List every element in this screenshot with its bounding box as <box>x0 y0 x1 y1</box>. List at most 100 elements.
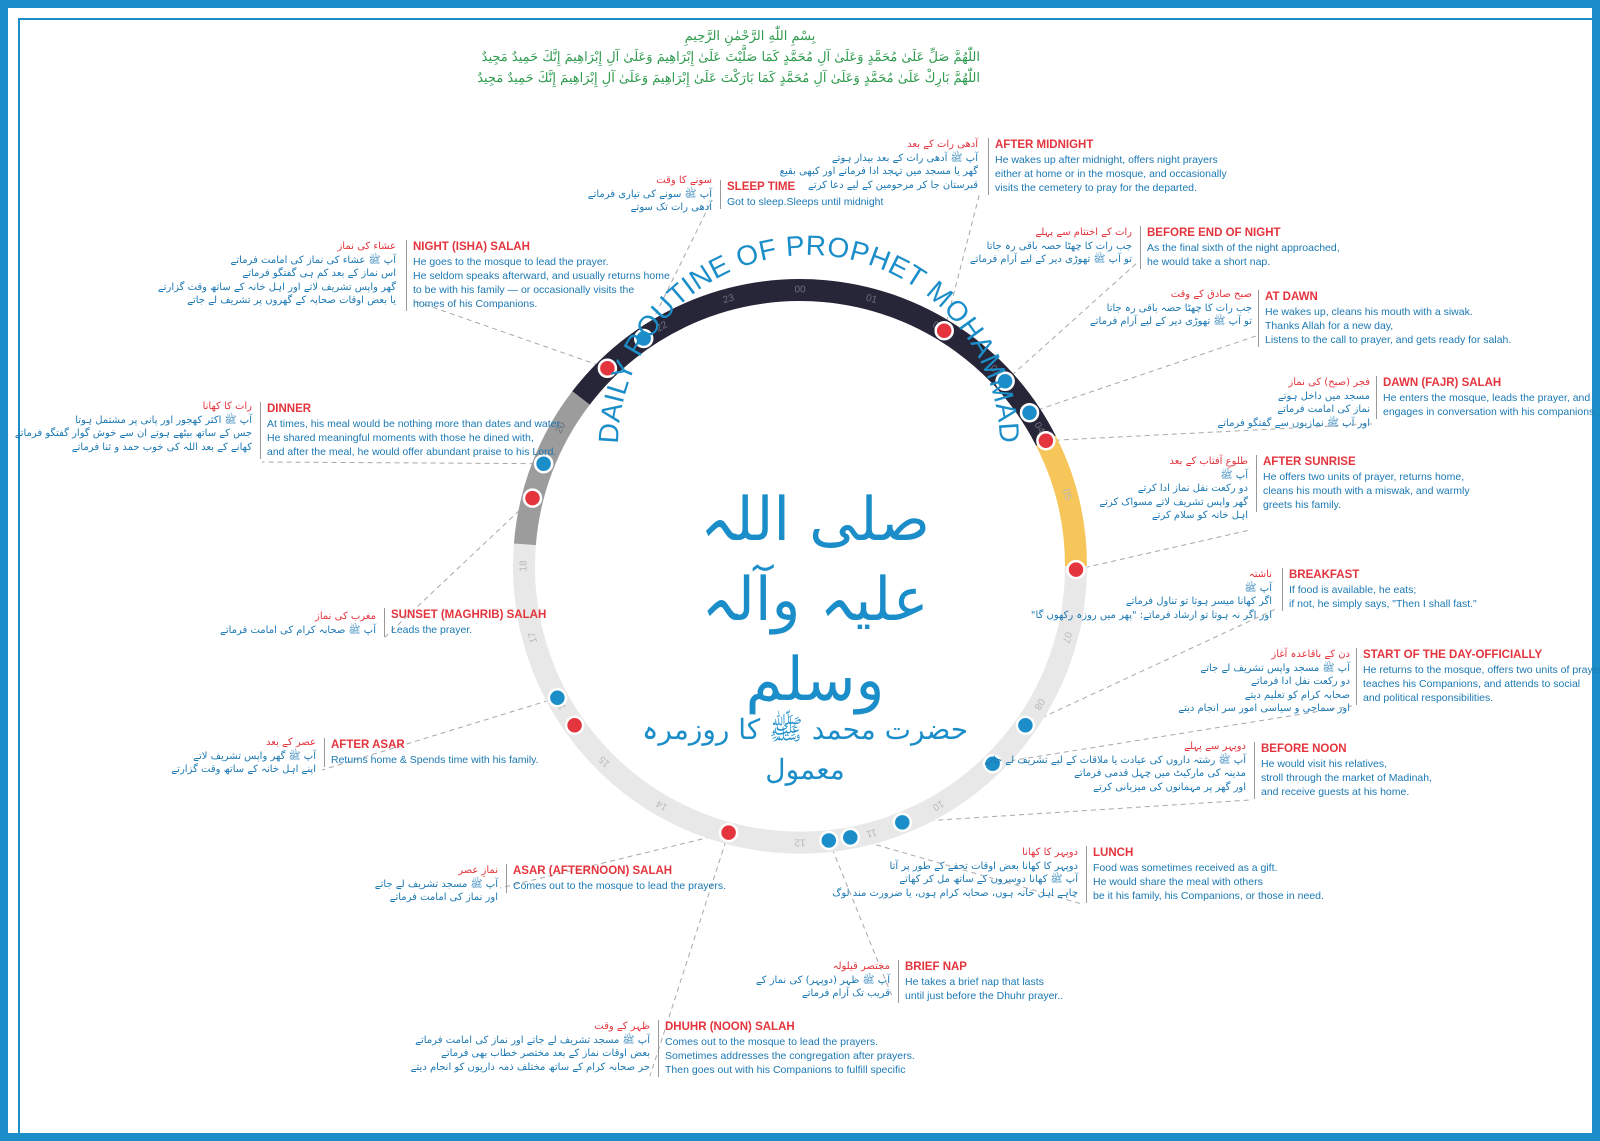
leader-line <box>411 299 608 369</box>
event-urdu-line: آپ ﷺ صحابہ کرام کی امامت فرماتے <box>219 624 376 636</box>
event-before-end-of-night: BEFORE END OF NIGHT As the final sixth of… <box>1140 226 1340 269</box>
event-description: He wakes up after midnight, offers night… <box>995 153 1227 195</box>
event-urdu-line: جس کے ساتھ بیٹھے ہوتے ان سے خوش گوار گفت… <box>14 428 252 439</box>
event-description-line: he would take a short nap. <box>1147 256 1271 268</box>
event-description-line: and political responsibilities. <box>1363 692 1494 704</box>
event-urdu-title: مغرب کی نماز <box>314 611 376 622</box>
event-description-line: teaches his Companions, and attends to s… <box>1363 678 1581 690</box>
event-dawn-fajr: DAWN (FAJR) SALAH He enters the mosque, l… <box>1376 376 1597 419</box>
event-urdu-line: مدینہ کی مارکیٹ میں چہل قدمی فرماتے <box>1074 768 1246 779</box>
event-marker <box>522 488 543 508</box>
event-title: DHUHR (NOON) SALAH <box>665 1021 795 1033</box>
event-urdu-breakfast: ناشتہ آپ ﷺ اگر کھانا میسر ہوتا تو تناول فر… <box>1031 568 1272 622</box>
event-title: BREAKFAST <box>1289 569 1360 581</box>
event-description-line: and receive guests at his home. <box>1261 786 1410 798</box>
ring-segment-dawn <box>1036 435 1087 567</box>
event-marker <box>934 320 954 341</box>
event-urdu-line: گھر واپس تشریف لاتے مسواک کرتے <box>1099 496 1248 508</box>
event-sunset-maghrib: SUNSET (MAGHRIB) SALAH Leads the prayer. <box>384 608 546 637</box>
event-description: Leads the prayer. <box>391 623 546 637</box>
hour-label: 11 <box>865 826 878 839</box>
event-title: AFTER SUNRISE <box>1263 456 1356 468</box>
event-urdu-title: سونے کا وقت <box>656 175 712 186</box>
event-urdu-dhuhr-noon: ظہر کے وقت آپ ﷺ مسجد تشریف لے جاتے اور نم… <box>411 1020 650 1074</box>
hour-label: 05 <box>1060 488 1074 502</box>
event-description-line: He would share the meal with others <box>1093 876 1263 888</box>
event-urdu-line: جب رات کا چھٹا حصہ باقی رہ جاتا <box>986 240 1132 252</box>
event-description: If food is available, he eats; if not, he… <box>1289 583 1477 611</box>
event-description: Comes out to the mosque to lead the pray… <box>513 879 726 893</box>
event-description-line: Then goes out with his Companions to ful… <box>665 1064 906 1076</box>
event-dinner: DINNER At times, his meal would be nothin… <box>260 402 562 459</box>
event-urdu-title: رات کے اختتام سے پہلے <box>1035 227 1132 238</box>
event-urdu-dawn-fajr: فجر (صبح) کی نماز مسجد میں داخل ہوتے نماز … <box>1217 376 1370 430</box>
event-urdu-night-isha: عشاء کی نماز آپ ﷺ عشاء کی نماز کی امامت ف… <box>158 240 396 308</box>
event-description-line: Leads the prayer. <box>391 624 473 636</box>
hour-label: 00 <box>794 285 806 296</box>
event-urdu-line: آپ ﷺ <box>1220 469 1248 481</box>
event-dhuhr-noon: DHUHR (NOON) SALAH Comes out to the mosqu… <box>658 1020 915 1077</box>
event-urdu-line: گھر یا مسجد میں تہجد ادا فرماتے اور کبھی… <box>779 166 978 177</box>
event-description-line: He returns to the mosque, offers two uni… <box>1363 664 1600 676</box>
center-calligraphy: صلی اللہ علیہ وآلہ وسلم <box>700 485 930 715</box>
event-description-line: greets his family. <box>1263 499 1341 511</box>
event-title: SUNSET (MAGHRIB) SALAH <box>391 609 547 621</box>
hour-label: 08 <box>1031 696 1046 712</box>
event-urdu-line: آپ ﷺ مسجد واپس تشریف لے جاتے <box>1200 662 1350 674</box>
event-urdu-line: آپ ﷺ اکثر کھجور اور پانی پر مشتمل ہوتا <box>75 414 252 426</box>
event-description-line: He enters the mosque, leads the prayer, … <box>1383 392 1591 404</box>
event-description-line: homes of his Companions. <box>413 298 538 310</box>
event-urdu-line: صحابہ کرام کو تعلیم دیتے <box>1244 689 1350 701</box>
event-urdu-line: نماز کی امامت فرماتے <box>1277 404 1370 415</box>
event-before-noon: BEFORE NOON He would visit his relatives,… <box>1254 742 1432 799</box>
event-urdu-line: اگر کھانا میسر ہوتا تو تناول فرماتے <box>1125 596 1272 607</box>
event-urdu-title: نمازِ عصر <box>458 865 498 876</box>
hour-label: 18 <box>519 560 530 572</box>
event-urdu-lunch: دوپہر کا کھانا دوپہر کا کھانا بعض اوقات ت… <box>832 846 1078 900</box>
event-urdu-line: تو آپ ﷺ تھوڑی دیر کے لیے آرام فرماتے <box>969 254 1132 265</box>
event-urdu-line: اور اگر نہ ہوتا تو ارشاد فرماتے: "پھر می… <box>1030 609 1272 621</box>
header-line-salawat: اللّٰهُمَّ صَلِّ عَلَىٰ مُحَمَّدٍ وَعَلَ… <box>481 50 980 65</box>
event-marker <box>995 371 1015 392</box>
event-description-line: He wakes up after midnight, offers night… <box>995 154 1218 166</box>
event-description-line: Sometimes addresses the congregation aft… <box>665 1050 915 1062</box>
event-marker <box>1019 402 1040 423</box>
event-urdu-line: چاہے اہل خانہ ہوں، صحابہ کرام ہوں، یا ضر… <box>832 887 1078 899</box>
event-urdu-after-midnight: آدھی رات کے بعد آپ ﷺ آدھی رات کے بعد بیدا… <box>780 138 978 192</box>
leader-line <box>643 199 713 339</box>
hour-label: 22 <box>654 319 670 334</box>
event-marker <box>718 822 739 843</box>
event-urdu-line: دو رکعت نفل ادا فرماتے <box>1251 676 1350 687</box>
event-description: As the final sixth of the night approach… <box>1147 241 1340 269</box>
event-description: Comes out to the mosque to lead the pray… <box>665 1035 915 1077</box>
leader-line <box>1045 423 1373 442</box>
event-urdu-title: دوپہر کا کھانا <box>1022 847 1078 858</box>
event-marker <box>892 812 913 833</box>
event-night-isha: NIGHT (ISHA) SALAH He goes to the mosque … <box>406 240 670 311</box>
event-marker <box>1015 715 1036 736</box>
event-after-midnight: AFTER MIDNIGHT He wakes up after midnight… <box>988 138 1227 195</box>
event-marker <box>1036 430 1056 451</box>
event-urdu-at-dawn: صبح صادق کے وقت جب رات کا چھٹا حصہ باقی ر… <box>1090 288 1252 329</box>
event-urdu-line: آپ ﷺ مسجد تشریف لے جاتے اور نماز کی امام… <box>415 1034 650 1046</box>
event-urdu-line: آپ ﷺ ظہر (دوپہر) کی نماز کے <box>755 974 890 986</box>
event-description: Returns home & Spends time with his fami… <box>331 753 539 767</box>
event-description: At times, his meal would be nothing more… <box>267 417 562 459</box>
event-description: Got to sleep.Sleeps until midnight <box>727 195 883 209</box>
event-urdu-title: عشاء کی نماز <box>337 241 396 252</box>
event-sleep-time: SLEEP TIME Got to sleep.Sleeps until midn… <box>720 180 883 209</box>
event-description-line: He would visit his relatives, <box>1261 758 1388 770</box>
event-urdu-line: اہل خانہ کو سلام کرتے <box>1151 510 1248 521</box>
header-line-barakat: اللّٰهُمَّ بَارِكْ عَلَىٰ مُحَمَّدٍ وَعَ… <box>477 71 980 86</box>
event-urdu-line: جب رات کا چھٹا حصہ باقی رہ جاتا <box>1106 302 1252 314</box>
event-urdu-line: اور گھر پر مہمانوں کی میزبانی کرتے <box>1093 781 1246 793</box>
event-title: AFTER MIDNIGHT <box>995 139 1094 151</box>
leader-line <box>649 832 730 1077</box>
event-urdu-line: قبرستان جا کر مرحومین کے لیے دعا کرتے <box>808 179 978 191</box>
event-description-line: As the final sixth of the night approach… <box>1147 242 1340 254</box>
inner-border <box>18 18 1598 1139</box>
event-urdu-title: عصر کے بعد <box>266 737 316 748</box>
event-urdu-before-end-of-night: رات کے اختتام سے پہلے جب رات کا چھٹا حصہ … <box>970 226 1132 267</box>
event-title: ASAR (AFTERNOON) SALAH <box>513 865 673 877</box>
event-title: DAWN (FAJR) SALAH <box>1383 377 1502 389</box>
